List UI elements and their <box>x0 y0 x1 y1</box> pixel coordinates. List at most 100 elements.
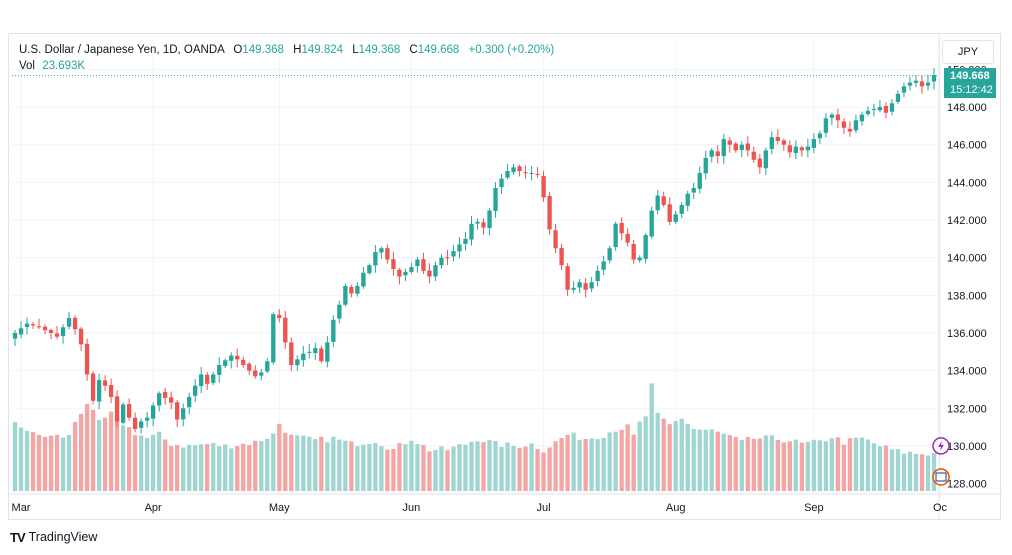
candle-body <box>871 108 877 110</box>
candle-body <box>931 75 937 82</box>
volume-bar <box>907 451 913 492</box>
candle-body <box>805 146 811 151</box>
volume-bar <box>901 453 907 492</box>
candle-body <box>727 140 732 145</box>
candles <box>12 68 937 434</box>
price-tick-label: 128.000 <box>947 479 987 491</box>
candle-body <box>835 114 841 121</box>
candle-body <box>811 139 817 148</box>
candle-body <box>48 330 54 333</box>
volume-bar <box>493 440 498 492</box>
candle-body <box>409 267 414 272</box>
volume-bar <box>169 446 174 492</box>
volume-bar <box>295 435 300 492</box>
volume-bar <box>373 442 378 492</box>
volume-bar <box>78 414 84 492</box>
candle-body <box>673 214 678 222</box>
volume-bar <box>415 444 420 492</box>
candlestick-chart[interactable]: 128.000 130.000 132.000 134.000 136.000 138.0… <box>9 34 1002 521</box>
volume-bar <box>72 421 78 492</box>
volume-bar <box>817 440 823 492</box>
candle-body <box>841 121 847 128</box>
candle-body <box>211 374 216 383</box>
candle-body <box>565 266 570 290</box>
volume-bar <box>733 436 738 492</box>
volume-bar <box>649 383 654 492</box>
volume-bar <box>799 442 805 492</box>
candle-body <box>475 221 480 224</box>
candle-body <box>138 421 144 428</box>
candle-body <box>247 363 252 371</box>
price-tick-label: 144.000 <box>947 177 987 189</box>
volume-bar <box>655 412 660 492</box>
volume-bar <box>54 434 60 492</box>
time-axis[interactable]: Mar Apr May Jun Jul Aug Sep Oc <box>9 493 1002 514</box>
lightning-glyph <box>938 440 944 451</box>
candle-body <box>595 270 600 282</box>
chart-container[interactable]: 128.000 130.000 132.000 134.000 136.000 138.0… <box>8 33 1002 521</box>
candle-body <box>613 223 618 248</box>
candle-body <box>745 143 750 151</box>
candle-body <box>457 244 462 252</box>
volume-bar <box>715 431 720 492</box>
candle-body <box>229 355 234 361</box>
volume-bar <box>835 437 841 492</box>
volume-bar <box>709 429 714 492</box>
candle-body <box>253 370 258 377</box>
volume-bar <box>757 438 762 492</box>
volume-bar <box>877 446 883 492</box>
candle-body <box>757 158 762 168</box>
volume-bar <box>859 437 865 492</box>
volume-bar <box>235 446 240 492</box>
candle-body <box>751 151 756 160</box>
candle-body <box>709 150 714 157</box>
candle-body <box>667 204 672 222</box>
candle-body <box>601 261 606 270</box>
last-price-tag: 149.668 15:12:42 <box>944 68 996 98</box>
candle-body <box>763 150 768 169</box>
price-tick-label: 140.000 <box>947 253 987 265</box>
candle-body <box>391 259 396 269</box>
volume-bar <box>367 443 372 492</box>
volume-bar <box>36 434 42 492</box>
volume-bar <box>385 449 390 492</box>
volume-bar <box>691 429 696 492</box>
candle-body <box>781 140 786 145</box>
candle-body <box>733 143 738 151</box>
candle-body <box>175 402 180 420</box>
volume-bar <box>793 439 799 492</box>
currency-button[interactable]: JPY <box>942 40 994 64</box>
bar-countdown: 15:12:42 <box>950 84 993 96</box>
candle-body <box>535 173 540 175</box>
candle-body <box>397 269 402 277</box>
candle-body <box>289 342 294 365</box>
candle-body <box>343 285 348 305</box>
volume-bar <box>895 449 901 492</box>
volume-bar <box>769 435 774 492</box>
volume-bar <box>409 440 414 492</box>
candle-body <box>60 327 66 337</box>
volume-bar <box>181 447 186 492</box>
volume-bar <box>829 438 835 492</box>
time-tick-label: Oc <box>933 502 948 514</box>
volume-bar <box>445 450 450 492</box>
volume-bar <box>90 409 96 492</box>
candle-body <box>487 210 492 229</box>
volume-bar <box>114 415 120 492</box>
candle-body <box>511 167 516 173</box>
candle-body <box>90 373 96 401</box>
candle-body <box>907 82 913 86</box>
volume-bar <box>727 435 732 492</box>
price-tick-label: 136.000 <box>947 328 987 340</box>
candle-body <box>66 317 72 327</box>
candle-body <box>883 105 889 113</box>
candle-body <box>769 137 774 150</box>
candle-body <box>889 103 895 112</box>
candle-body <box>126 403 132 418</box>
candle-body <box>349 286 354 294</box>
footer[interactable]: TV TradingView <box>10 528 97 546</box>
volume-bar <box>625 424 630 492</box>
volume-bar <box>205 444 210 492</box>
volume-bar <box>307 436 312 492</box>
volume-bar <box>847 438 853 492</box>
